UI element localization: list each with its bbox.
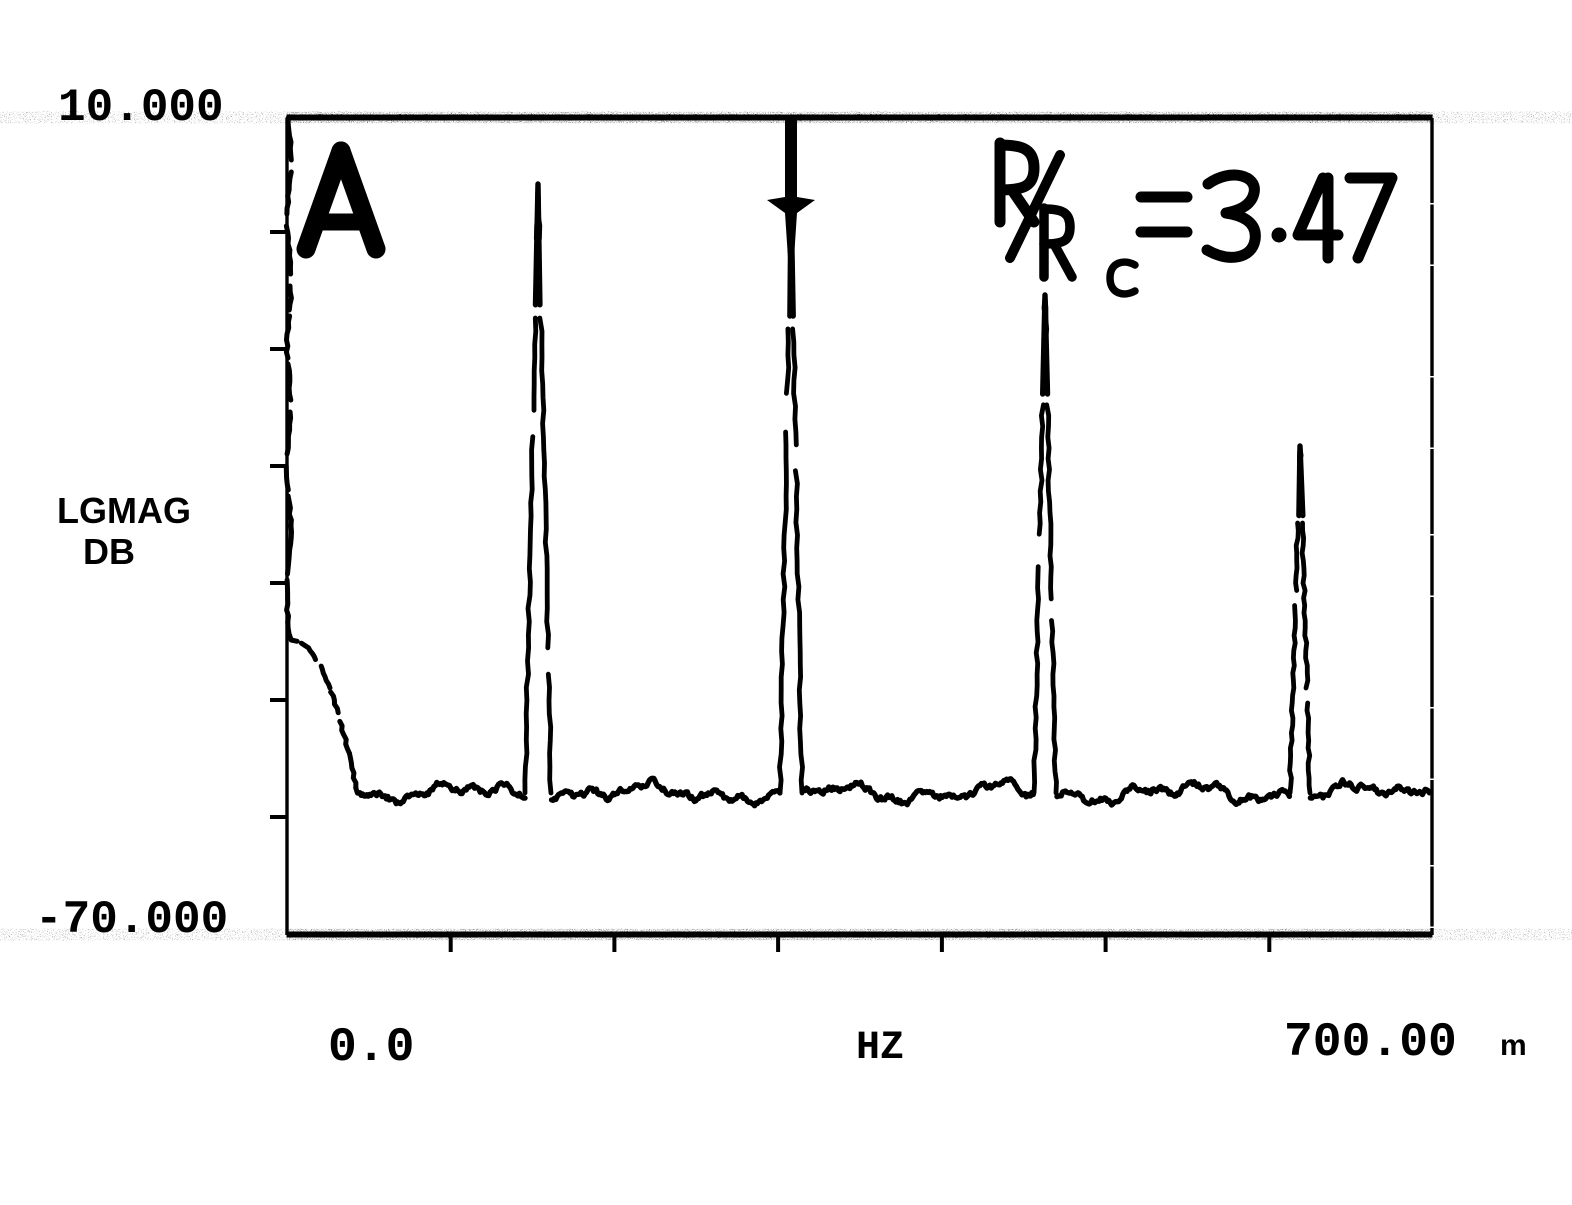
svg-text:HZ: HZ <box>856 1026 904 1071</box>
svg-text:DB: DB <box>83 531 135 572</box>
svg-text:-70.000: -70.000 <box>35 894 228 946</box>
svg-text:700.00: 700.00 <box>1284 1016 1457 1070</box>
svg-text:10.000: 10.000 <box>58 82 224 134</box>
svg-text:0.0: 0.0 <box>328 1021 414 1075</box>
svg-text:m: m <box>1500 1029 1527 1062</box>
svg-text:LGMAG: LGMAG <box>57 490 191 531</box>
